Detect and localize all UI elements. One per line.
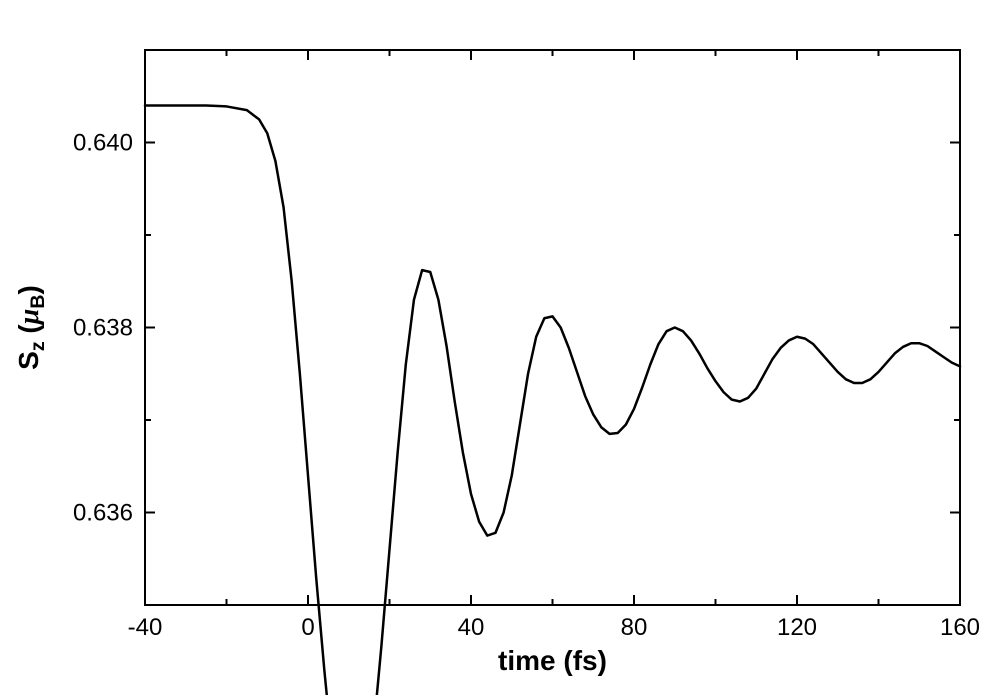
y-tick-label: 0.636: [73, 500, 133, 527]
x-axis-label: time (fs): [498, 645, 607, 676]
chart-container: -40040801201600.6360.6380.640time (fs)Sz…: [0, 0, 1000, 695]
y-tick-label: 0.638: [73, 315, 133, 342]
y-tick-label: 0.640: [73, 130, 133, 157]
x-tick-label: 120: [777, 614, 817, 641]
spin-dynamics-chart: -40040801201600.6360.6380.640time (fs)Sz…: [0, 0, 1000, 695]
x-tick-label: 160: [940, 614, 980, 641]
x-tick-label: 0: [301, 614, 314, 641]
x-tick-label: -40: [128, 614, 163, 641]
x-tick-label: 80: [621, 614, 648, 641]
x-tick-label: 40: [458, 614, 485, 641]
